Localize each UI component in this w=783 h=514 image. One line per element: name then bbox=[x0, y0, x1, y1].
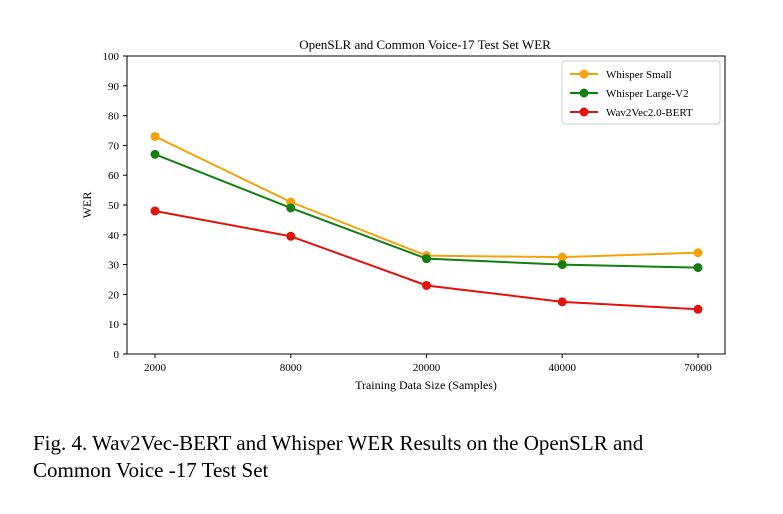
y-tick-label: 0 bbox=[114, 349, 120, 361]
figure-caption: Fig. 4. Wav2Vec-BERT and Whisper WER Res… bbox=[33, 430, 783, 484]
data-point bbox=[693, 263, 703, 273]
legend-marker bbox=[579, 107, 589, 117]
x-axis-label: Training Data Size (Samples) bbox=[355, 378, 497, 392]
y-axis: 0 10 20 30 40 50 60 70 80 90 100 bbox=[103, 51, 127, 361]
legend-marker bbox=[579, 69, 589, 79]
series-line bbox=[154, 135, 699, 259]
y-tick-label: 40 bbox=[108, 230, 120, 242]
legend-marker bbox=[579, 88, 589, 98]
y-tick-label: 90 bbox=[108, 81, 120, 93]
x-axis: 2000 8000 20000 40000 70000 bbox=[144, 354, 712, 374]
wer-line-chart: OpenSLR and Common Voice-17 Test Set WER… bbox=[80, 37, 726, 392]
y-tick-label: 10 bbox=[108, 319, 120, 331]
data-point bbox=[422, 254, 431, 264]
data-point bbox=[557, 260, 567, 270]
x-tick-label: 40000 bbox=[549, 362, 577, 374]
data-point bbox=[286, 231, 296, 241]
legend-box bbox=[561, 60, 721, 125]
data-point bbox=[557, 297, 567, 307]
series-layer bbox=[150, 131, 703, 314]
data-point bbox=[693, 304, 703, 314]
data-point bbox=[150, 206, 160, 216]
y-axis-label: WER bbox=[80, 192, 94, 219]
y-tick-label: 50 bbox=[108, 200, 120, 212]
x-tick-label: 70000 bbox=[684, 362, 712, 374]
series-line bbox=[154, 153, 699, 269]
data-point bbox=[150, 149, 160, 159]
y-tick-label: 100 bbox=[103, 51, 120, 63]
data-point bbox=[422, 280, 431, 290]
legend-label: Whisper Large-V2 bbox=[606, 88, 689, 100]
chart-title: OpenSLR and Common Voice-17 Test Set WER bbox=[299, 37, 551, 52]
data-point bbox=[286, 203, 296, 213]
x-tick-label: 20000 bbox=[413, 362, 441, 374]
x-tick-label: 2000 bbox=[144, 362, 167, 374]
data-point bbox=[557, 252, 567, 262]
caption-line-1: Fig. 4. Wav2Vec-BERT and Whisper WER Res… bbox=[33, 431, 644, 455]
legend-label: Whisper Small bbox=[606, 69, 672, 81]
x-tick-label: 8000 bbox=[280, 362, 303, 374]
y-tick-label: 30 bbox=[108, 260, 120, 272]
data-point bbox=[150, 131, 160, 141]
y-tick-label: 70 bbox=[108, 140, 120, 152]
legend: Whisper Small Whisper Large-V2 Wav2Vec2.0-… bbox=[561, 60, 721, 125]
caption-line-2: Common Voice -17 Test Set bbox=[33, 458, 269, 482]
y-tick-label: 20 bbox=[108, 289, 120, 301]
y-tick-label: 80 bbox=[108, 111, 120, 123]
y-tick-label: 60 bbox=[108, 170, 120, 182]
data-point bbox=[693, 248, 703, 258]
legend-label: Wav2Vec2.0-BERT bbox=[606, 107, 693, 119]
